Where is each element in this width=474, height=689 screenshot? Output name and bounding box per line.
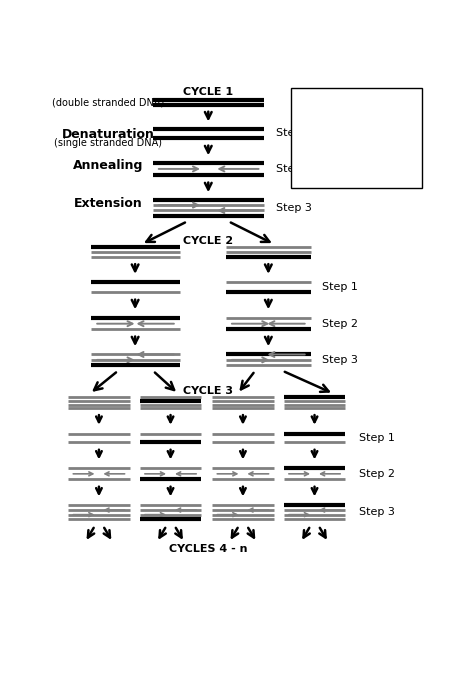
Text: forward: forward xyxy=(310,172,342,181)
Text: Step 3: Step 3 xyxy=(276,203,312,213)
Text: Denaturation: Denaturation xyxy=(62,127,155,141)
Text: Extension: Extension xyxy=(74,197,143,210)
Text: reverse: reverse xyxy=(370,172,402,181)
Text: Step 2: Step 2 xyxy=(359,469,395,479)
Text: Annealing: Annealing xyxy=(73,159,143,172)
Text: Step 3: Step 3 xyxy=(322,355,358,365)
Text: (double stranded DNA): (double stranded DNA) xyxy=(52,98,164,107)
Text: Step 2: Step 2 xyxy=(276,164,312,174)
Text: (single stranded DNA): (single stranded DNA) xyxy=(54,138,162,147)
Text: Step 1: Step 1 xyxy=(322,282,358,293)
Text: CYCLE 1: CYCLE 1 xyxy=(183,87,233,97)
Text: Step 1: Step 1 xyxy=(359,433,395,442)
Text: PCR product: PCR product xyxy=(324,125,388,136)
Text: Eca target DNA: Eca target DNA xyxy=(316,105,396,115)
FancyBboxPatch shape xyxy=(291,88,421,188)
Text: CYCLE 2: CYCLE 2 xyxy=(183,236,233,246)
Text: Step 1: Step 1 xyxy=(276,129,312,138)
Text: Step 3: Step 3 xyxy=(359,507,395,517)
Text: Eca-specific: Eca-specific xyxy=(327,144,385,154)
Text: CYCLE 3: CYCLE 3 xyxy=(183,386,233,395)
Text: PCR primers: PCR primers xyxy=(326,152,386,163)
Text: KEY: KEY xyxy=(344,93,368,103)
Text: Step 2: Step 2 xyxy=(322,319,358,329)
Text: CYCLES 4 - n: CYCLES 4 - n xyxy=(169,544,247,553)
